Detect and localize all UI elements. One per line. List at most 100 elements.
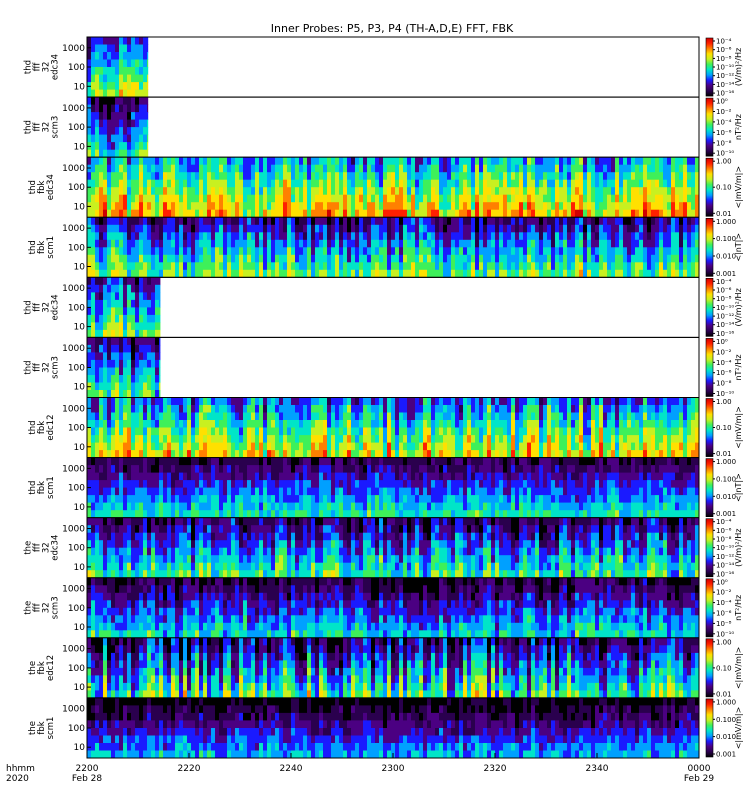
spectrogram-cell [107, 359, 111, 368]
spectrogram-cell [395, 157, 399, 166]
panel-1: 100010010thdfff32edc3410⁻⁴10⁻⁶10⁻⁸10⁻¹⁰1… [24, 36, 743, 98]
spectrogram-cell [327, 435, 331, 444]
spectrogram-cell [231, 194, 235, 203]
spectrogram-cell [439, 435, 443, 444]
spectrogram-cell [131, 382, 135, 391]
spectrogram-cell [303, 239, 307, 248]
spectrogram-cell [87, 277, 91, 286]
spectrogram-cell [311, 510, 315, 519]
spectrogram-cell [411, 427, 415, 436]
colorbar-strip [705, 97, 714, 157]
spectrogram-cell [95, 157, 99, 166]
spectrogram-cell [243, 495, 247, 504]
spectrogram-cell [339, 450, 343, 459]
spectrogram-cell [475, 202, 479, 211]
spectrogram-cell [427, 254, 431, 263]
spectrogram-cell [247, 254, 251, 263]
spectrogram-cell [643, 157, 647, 166]
spectrogram-cell [339, 397, 343, 406]
spectrogram-cell [115, 202, 119, 211]
spectrogram-cell [223, 262, 227, 271]
spectrogram-cell [355, 405, 359, 413]
spectrogram-cell [159, 172, 163, 181]
spectrogram-cell [475, 164, 479, 173]
spectrogram-cell [447, 179, 451, 188]
spectrogram-cell [291, 209, 295, 218]
spectrogram-cell [139, 74, 143, 83]
spectrogram-cell [451, 435, 455, 444]
spectrogram-cell [367, 465, 371, 474]
spectrogram-cell [367, 179, 371, 188]
spectrogram-cell [383, 442, 387, 451]
spectrogram-cell [307, 487, 311, 496]
spectrogram-cell [287, 202, 291, 211]
spectrogram-cell [139, 442, 143, 451]
spectrogram-cell [627, 269, 631, 278]
spectrogram-cell [455, 209, 459, 218]
spectrogram-cell [111, 412, 115, 421]
spectrogram-cell [139, 164, 143, 173]
spectrogram-cell [295, 457, 299, 466]
spectrogram-cell [491, 187, 495, 196]
spectrogram-cell [683, 209, 687, 218]
spectrogram-cell [675, 269, 679, 278]
spectrogram-cell [579, 405, 583, 413]
panel-stack: 100010010thdfff32edc3410⁻⁴10⁻⁶10⁻⁸10⁻¹⁰1… [24, 36, 743, 759]
spectrogram-cell [571, 224, 575, 233]
spectrogram-cell [151, 427, 155, 436]
spectrogram-cell [563, 164, 567, 173]
spectrogram-cell [271, 420, 275, 428]
spectrogram-cell [127, 284, 131, 293]
spectrogram-cell [91, 224, 95, 233]
spectrogram-cell [207, 217, 211, 226]
spectrogram-cell [407, 209, 411, 218]
spectrogram-cell [91, 239, 95, 248]
spectrogram-cell [143, 284, 147, 293]
spectrogram-cell [167, 495, 171, 504]
spectrogram-cell [107, 44, 111, 53]
spectrogram-cell [123, 397, 127, 406]
spectrogram-cell [611, 224, 615, 233]
spectrogram-cell [339, 465, 343, 474]
panel-2: 100010010thdfff32scm310⁰10⁻²10⁻⁴10⁻⁶10⁻⁸… [24, 96, 743, 158]
spectrogram-cell [663, 194, 667, 203]
spectrogram-cell [115, 307, 119, 316]
spectrogram-cell [107, 89, 111, 98]
spectrogram-cell [95, 284, 99, 293]
spectrogram-cell [291, 157, 295, 166]
colorbar-strip [705, 157, 714, 217]
spectrogram-cell [423, 187, 427, 196]
spectrogram-cell [635, 202, 639, 211]
spectrogram-cell [307, 420, 311, 428]
spectrogram-cell [143, 89, 147, 98]
spectrogram-cell [259, 224, 263, 233]
spectrogram-cell [91, 74, 95, 83]
spectrogram-cell [167, 510, 171, 519]
spectrogram-cell [219, 164, 223, 173]
spectrogram-cell [511, 232, 515, 241]
spectrogram-cell [523, 172, 527, 181]
spectrogram-cell [119, 457, 123, 466]
spectrogram-cell [175, 450, 179, 459]
spectrogram-cell [659, 202, 663, 211]
spectrogram-cell [507, 427, 511, 436]
spectrogram-cell [391, 239, 395, 248]
spectrogram-cell [171, 172, 175, 181]
spectrogram-cell [155, 217, 159, 226]
spectrogram-cell [459, 262, 463, 271]
spectrogram-cell [387, 262, 391, 271]
spectrogram-cell [379, 450, 383, 459]
spectrogram-cell [443, 172, 447, 181]
spectrogram-cell [195, 397, 199, 406]
spectrogram-cell [351, 217, 355, 226]
spectrogram-cell [475, 187, 479, 196]
spectrogram-cell [131, 52, 135, 60]
spectrogram-cell [671, 232, 675, 241]
spectrogram-cell [611, 157, 615, 166]
spectrogram-cell [579, 262, 583, 271]
spectrogram-cell [175, 412, 179, 421]
spectrogram-cell [143, 232, 147, 241]
spectrogram-cell [179, 209, 183, 218]
spectrogram-cell [215, 442, 219, 451]
spectrogram-cell [563, 262, 567, 271]
